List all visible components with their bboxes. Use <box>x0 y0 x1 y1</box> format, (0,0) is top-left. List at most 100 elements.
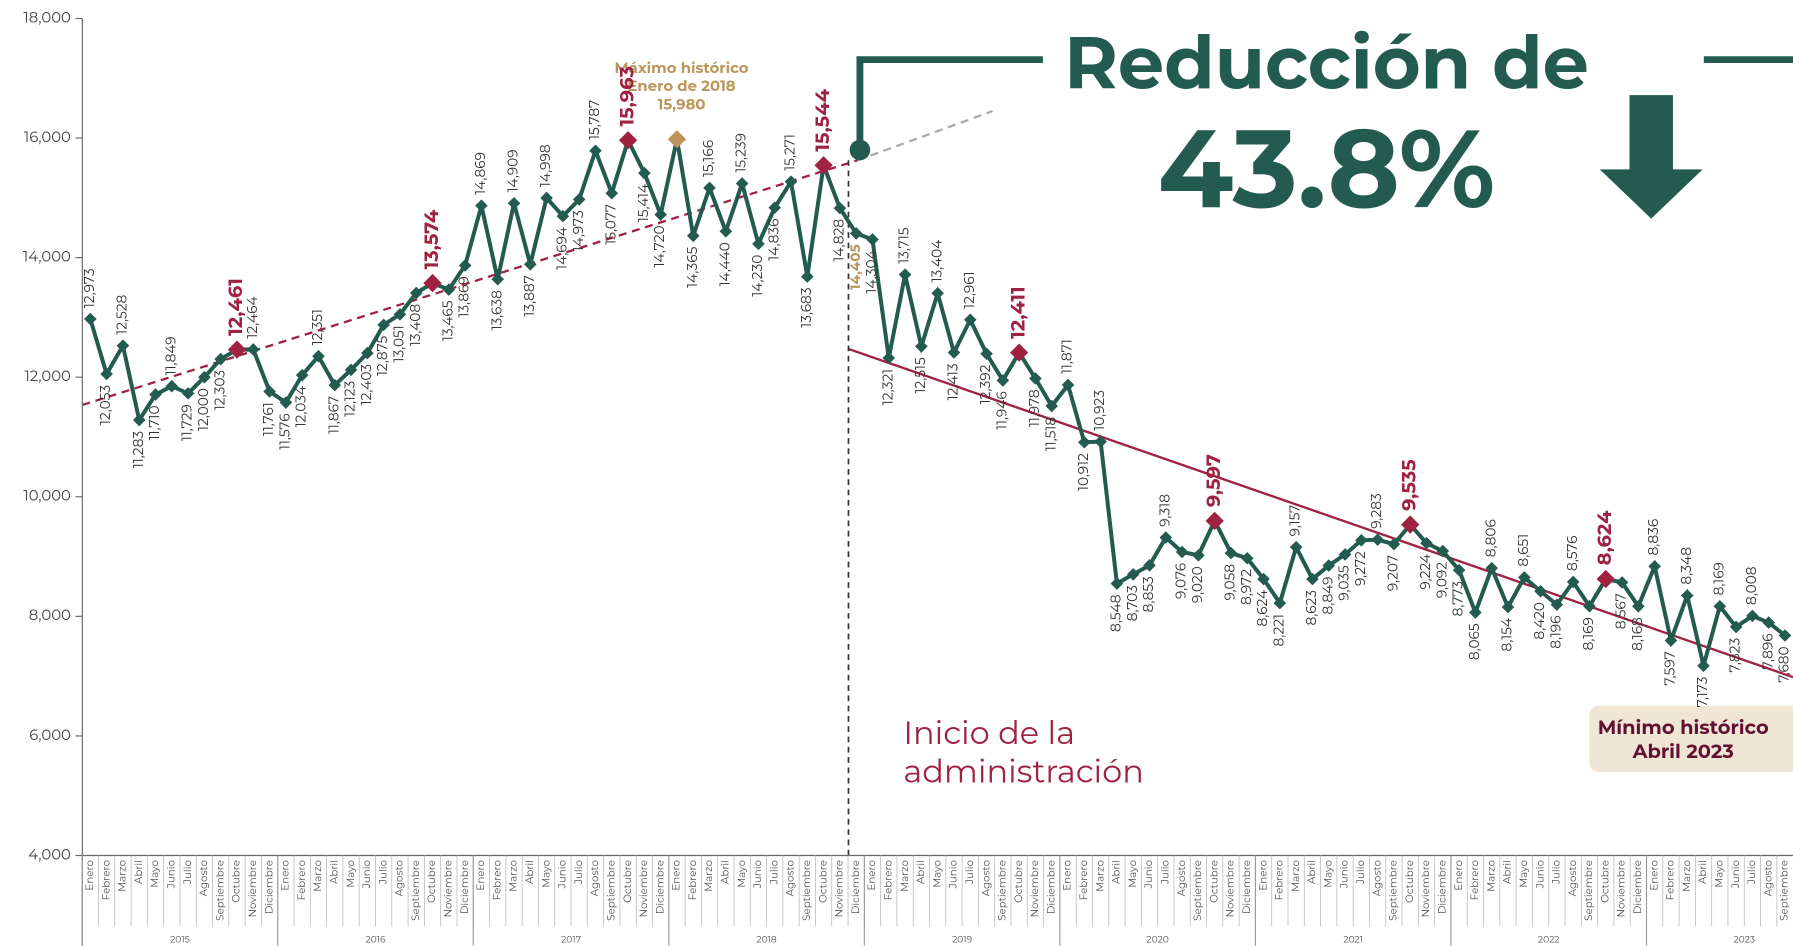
x-tick-label: Junio <box>751 860 764 889</box>
trend-extension <box>857 110 993 162</box>
data-label: 8,348 <box>1679 547 1695 585</box>
x-tick-label: Septiembre <box>1582 860 1595 921</box>
x-tick-label: Mayo <box>148 860 161 888</box>
y-tick-label: 16,000 <box>24 128 71 146</box>
x-tick-label: Marzo <box>1680 860 1693 892</box>
data-label: 13,404 <box>929 240 945 283</box>
x-tick-label: Septiembre <box>409 860 422 921</box>
x-tick-label: Diciembre <box>1436 860 1449 914</box>
data-label: 8,196 <box>1548 615 1564 648</box>
data-point <box>866 233 879 246</box>
x-tick-label: Mayo <box>1713 860 1726 888</box>
data-label: 12,461 <box>223 278 247 336</box>
data-label: 8,154 <box>1500 618 1516 651</box>
data-label: 12,321 <box>880 369 896 405</box>
data-point <box>409 286 423 300</box>
x-tick-label: Noviembre <box>1419 860 1432 917</box>
data-point <box>1205 511 1224 531</box>
x-tick-label: Diciembre <box>849 860 862 914</box>
year-label: 2021 <box>1343 935 1363 946</box>
data-point <box>214 352 227 366</box>
data-point <box>442 283 456 296</box>
data-label: 15,963 <box>614 66 638 126</box>
x-tick-label: Septiembre <box>996 860 1009 921</box>
x-tick-label: Marzo <box>507 860 520 892</box>
data-label: 9,076 <box>1174 563 1190 599</box>
x-tick-label: Noviembre <box>1224 860 1237 917</box>
x-tick-label: Enero <box>474 860 487 890</box>
data-label: 12,303 <box>212 370 228 411</box>
data-point <box>752 237 765 251</box>
x-tick-label: Enero <box>1452 860 1465 890</box>
data-point <box>980 347 993 361</box>
max-label: Enero de 2018 <box>627 77 735 95</box>
data-label: 15,271 <box>783 134 799 171</box>
data-label: 12,000 <box>196 388 212 431</box>
data-label: 9,058 <box>1223 564 1239 601</box>
x-tick-label: Enero <box>865 860 878 890</box>
x-tick-label: Julio <box>963 860 976 885</box>
data-point <box>1322 559 1336 572</box>
data-label: 12,034 <box>294 386 310 427</box>
data-label: 11,283 <box>131 431 147 468</box>
data-label: 9,318 <box>1157 494 1173 527</box>
data-label: 10,912 <box>1076 453 1092 491</box>
x-tick-label: Julio <box>1550 860 1563 885</box>
data-point <box>361 346 374 360</box>
x-tick-label: Agosto <box>197 860 210 896</box>
x-tick-label: Marzo <box>1289 860 1302 892</box>
data-point <box>1338 548 1352 561</box>
x-tick-label: Febrero <box>1077 860 1090 900</box>
data-point <box>1648 560 1661 573</box>
x-tick-label: Diciembre <box>262 860 275 914</box>
start-label: administración <box>903 753 1143 792</box>
x-tick-label: Febrero <box>99 860 112 900</box>
x-tick-label: Junio <box>947 860 960 889</box>
data-label: 8,651 <box>1516 534 1532 567</box>
x-tick-label: Septiembre <box>1778 860 1791 921</box>
data-label: 9,020 <box>1190 566 1206 603</box>
data-label: 7,896 <box>1760 633 1776 669</box>
data-point <box>246 343 260 356</box>
x-tick-label: Junio <box>556 860 569 889</box>
data-label: 9,272 <box>1353 551 1369 586</box>
x-tick-label: Febrero <box>295 860 308 900</box>
x-tick-label: Diciembre <box>1044 860 1057 914</box>
x-tick-label: Marzo <box>1093 860 1106 892</box>
x-tick-label: Julio <box>1354 860 1367 885</box>
x-tick-label: Mayo <box>344 860 357 888</box>
data-label: 8,849 <box>1320 576 1336 614</box>
data-label: 8,169 <box>1711 562 1727 595</box>
data-label: 13,869 <box>457 276 473 317</box>
data-label: 8,169 <box>1581 617 1597 650</box>
data-label: 13,715 <box>897 227 913 264</box>
data-label: 12,875 <box>375 336 391 377</box>
data-point <box>1273 596 1287 610</box>
x-tick-label: Septiembre <box>213 860 226 921</box>
data-point <box>882 351 896 365</box>
data-label: 7,680 <box>1777 646 1793 682</box>
data-label: 14,720 <box>652 225 668 267</box>
data-label: 14,973 <box>571 210 587 251</box>
data-label: 8,065 <box>1467 623 1483 660</box>
data-label: 15,166 <box>701 140 717 177</box>
x-tick-label: Febrero <box>1273 860 1286 900</box>
y-tick-label: 14,000 <box>23 248 71 266</box>
data-point <box>605 186 619 200</box>
data-label: 8,548 <box>1109 594 1125 632</box>
y-tick-label: 10,000 <box>23 487 71 505</box>
x-tick-label: Julio <box>572 860 585 885</box>
data-label: 14,836 <box>766 218 782 260</box>
year-label: 2019 <box>952 935 972 946</box>
x-tick-label: Abril <box>1501 860 1514 884</box>
data-label: 13,887 <box>522 275 538 316</box>
data-point <box>1596 569 1615 589</box>
data-point <box>768 201 782 214</box>
data-label: 7,597 <box>1663 651 1679 685</box>
data-label: 9,224 <box>1418 554 1434 590</box>
year-label: 2022 <box>1538 935 1560 946</box>
x-tick-label: Junio <box>360 860 373 889</box>
data-label: 15,414 <box>636 184 652 222</box>
x-tick-label: Noviembre <box>442 860 455 917</box>
data-label: 11,729 <box>180 404 196 441</box>
